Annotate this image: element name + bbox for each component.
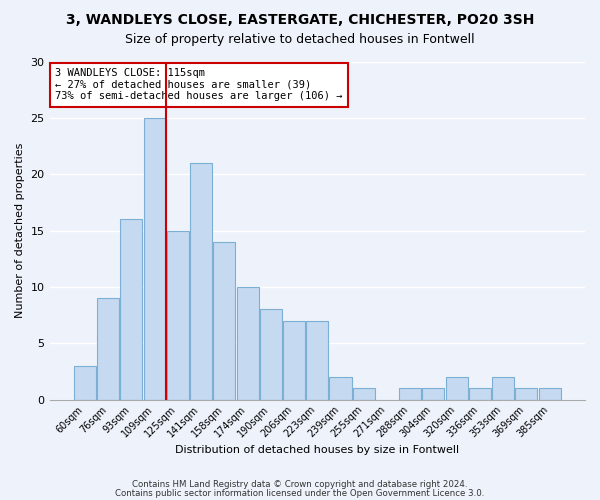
Bar — [422, 388, 445, 400]
Bar — [260, 310, 282, 400]
Bar — [446, 377, 468, 400]
Bar — [213, 242, 235, 400]
Bar — [167, 230, 189, 400]
Bar — [353, 388, 375, 400]
X-axis label: Distribution of detached houses by size in Fontwell: Distribution of detached houses by size … — [175, 445, 460, 455]
Bar — [399, 388, 421, 400]
Text: 3, WANDLEYS CLOSE, EASTERGATE, CHICHESTER, PO20 3SH: 3, WANDLEYS CLOSE, EASTERGATE, CHICHESTE… — [66, 12, 534, 26]
Bar — [492, 377, 514, 400]
Y-axis label: Number of detached properties: Number of detached properties — [15, 143, 25, 318]
Bar — [329, 377, 352, 400]
Bar — [236, 287, 259, 400]
Text: Contains HM Land Registry data © Crown copyright and database right 2024.: Contains HM Land Registry data © Crown c… — [132, 480, 468, 489]
Text: Contains public sector information licensed under the Open Government Licence 3.: Contains public sector information licen… — [115, 489, 485, 498]
Bar — [121, 220, 142, 400]
Bar — [74, 366, 96, 400]
Bar — [283, 320, 305, 400]
Bar — [469, 388, 491, 400]
Bar — [515, 388, 538, 400]
Bar — [190, 163, 212, 400]
Bar — [97, 298, 119, 400]
Bar — [143, 118, 166, 400]
Bar — [306, 320, 328, 400]
Text: Size of property relative to detached houses in Fontwell: Size of property relative to detached ho… — [125, 32, 475, 46]
Text: 3 WANDLEYS CLOSE: 115sqm
← 27% of detached houses are smaller (39)
73% of semi-d: 3 WANDLEYS CLOSE: 115sqm ← 27% of detach… — [55, 68, 343, 102]
Bar — [539, 388, 560, 400]
